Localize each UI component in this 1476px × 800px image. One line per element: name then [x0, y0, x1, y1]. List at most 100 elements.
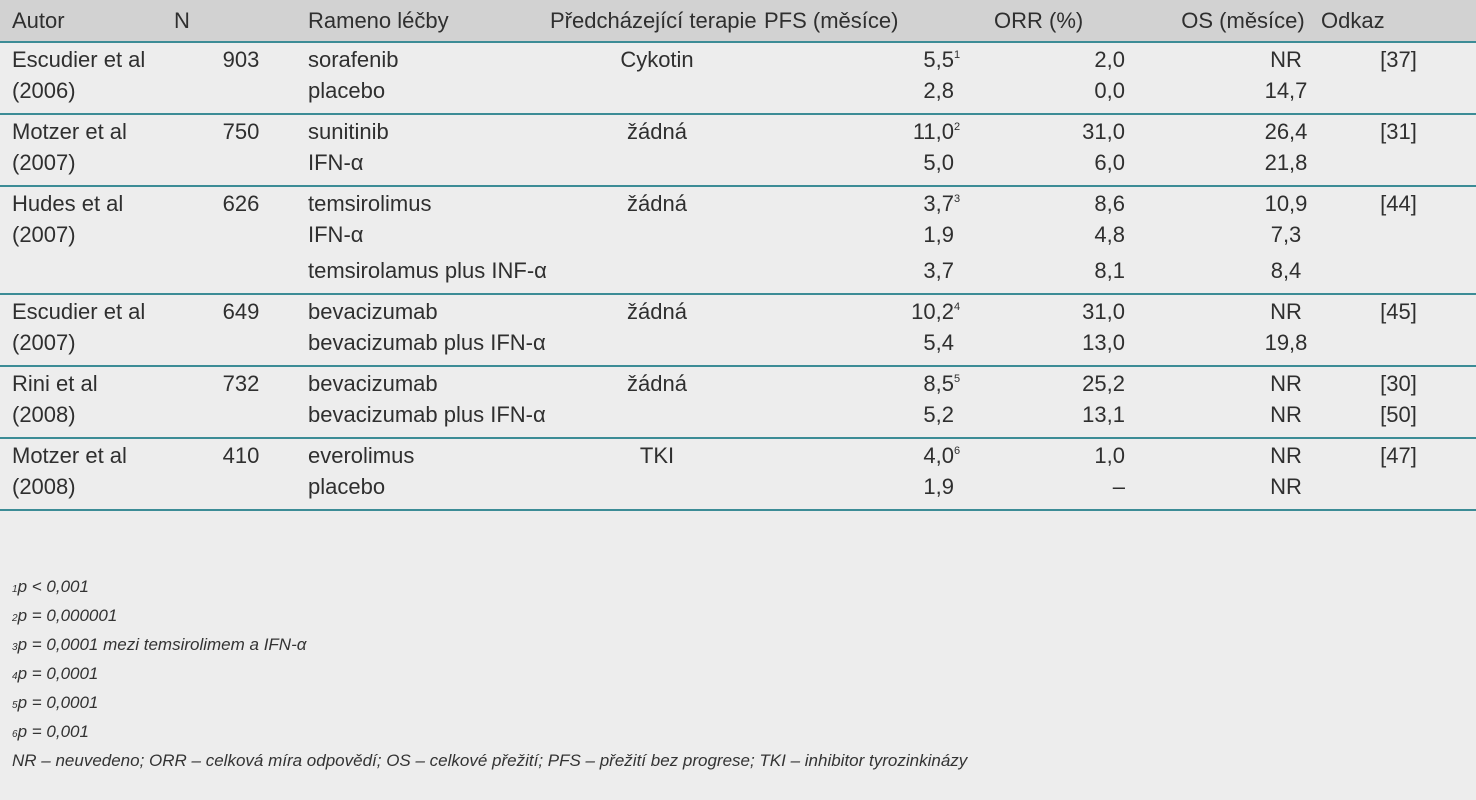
os-cell: NR: [1165, 438, 1321, 474]
n-cell: [174, 402, 308, 438]
n-cell: [174, 78, 308, 114]
footnote-mark: 6: [12, 729, 18, 740]
prior-therapy-cell: [550, 222, 764, 258]
os-cell: NR: [1165, 366, 1321, 402]
author-cell: Motzer et al: [12, 119, 127, 144]
prior-therapy-cell: TKI: [639, 443, 675, 468]
author-cell: Rini et al: [12, 371, 98, 396]
footnote-text: p = 0,0001: [17, 693, 99, 712]
pfs-cell: 5,0: [764, 150, 994, 186]
orr-cell: 6,0: [1094, 150, 1125, 175]
author-cell: Motzer et al: [12, 443, 127, 468]
ref-cell: [31]: [1380, 119, 1417, 144]
footnote: 5p = 0,0001: [12, 688, 967, 717]
author-cell: (2007): [12, 150, 76, 175]
pfs-value: 5,0: [923, 150, 954, 175]
n-cell: 649: [222, 299, 260, 324]
pfs-cell: 5,4: [764, 330, 994, 366]
n-cell: 903: [222, 47, 260, 72]
os-value: 8,4: [1270, 258, 1302, 283]
prior-therapy-cell: [550, 78, 764, 114]
orr-cell: 8,6: [1094, 191, 1125, 216]
os-value: NR: [1270, 443, 1302, 468]
table-row: (2007) bevacizumab plus IFN-α 5,4 13,0 19,8: [0, 330, 1476, 366]
prior-therapy-cell: [550, 258, 764, 294]
orr-cell: 1,0: [1094, 443, 1125, 468]
os-value: 7,3: [1270, 222, 1302, 247]
pfs-value: 8,5: [923, 371, 954, 396]
table-row: Motzer et al 750 sunitinib žádná 11,02 31,0 26…: [0, 114, 1476, 150]
header-orr: ORR (%): [994, 0, 1165, 43]
table-row: (2007) IFN-α 5,0 6,0 21,8: [0, 150, 1476, 186]
pfs-cell: 5,2: [764, 402, 994, 438]
orr-cell: 31,0: [1082, 299, 1125, 324]
author-cell: Hudes et al: [12, 191, 124, 216]
header-ref: Odkaz: [1321, 0, 1476, 43]
n-cell: 732: [222, 371, 260, 396]
arm-cell: IFN-α: [308, 150, 364, 175]
footnote: 1p < 0,001: [12, 572, 967, 601]
os-value: NR: [1270, 402, 1302, 427]
prior-therapy-cell: [550, 402, 764, 438]
n-cell: [174, 150, 308, 186]
pfs-cell: 5,51: [764, 42, 994, 78]
ref-cell: [47]: [1380, 443, 1417, 468]
ref-cell: [1321, 78, 1476, 114]
os-cell: 10,9: [1165, 186, 1321, 222]
trial-group: Hudes et al 626 temsirolimus žádná 3,73 8,6 10…: [0, 186, 1476, 294]
arm-cell: placebo: [308, 78, 386, 103]
pfs-value: 5,4: [923, 330, 954, 355]
orr-cell: 25,2: [1082, 371, 1125, 396]
footnote-text: p = 0,0001 mezi temsirolimem a IFN-α: [17, 635, 307, 654]
trial-group: Escudier et al 649 bevacizumab žádná 10,24 31…: [0, 294, 1476, 366]
os-value: 19,8: [1264, 330, 1308, 355]
pfs-value: 3,7: [923, 191, 954, 216]
n-cell: 626: [222, 191, 260, 216]
arm-cell: sorafenib: [308, 47, 399, 72]
footnote-mark: 1: [12, 584, 18, 595]
orr-cell: 13,0: [1082, 330, 1125, 355]
footnote: 2p = 0,000001: [12, 601, 967, 630]
footnote-text: p = 0,000001: [17, 606, 118, 625]
prior-therapy-cell: žádná: [627, 191, 687, 216]
ref-cell: [37]: [1380, 47, 1417, 72]
ref-cell: [30]: [1380, 371, 1417, 396]
ref-cell: [50]: [1380, 402, 1417, 427]
pfs-cell: 1,9: [764, 222, 994, 258]
os-cell: 7,3: [1165, 222, 1321, 258]
footnote-marker: 6: [954, 445, 961, 457]
footnote-list: 1p < 0,001 2p = 0,000001 3p = 0,0001 mezi …: [12, 572, 967, 746]
orr-cell: –: [1112, 474, 1125, 499]
os-value: NR: [1270, 371, 1302, 396]
os-cell: NR: [1165, 294, 1321, 330]
header-row: Autor N Rameno léčby Předcházející terap…: [0, 0, 1476, 43]
os-cell: NR: [1165, 402, 1321, 438]
prior-therapy-cell: žádná: [627, 299, 687, 324]
header-pfs: PFS (měsíce): [764, 0, 994, 43]
os-cell: NR: [1165, 42, 1321, 78]
pfs-cell: 8,55: [764, 366, 994, 402]
pfs-cell: 11,02: [764, 114, 994, 150]
footnote-marker: 1: [954, 49, 961, 61]
footnote-mark: 4: [12, 671, 18, 682]
header-arm: Rameno léčby: [308, 0, 550, 43]
arm-cell: temsirolimus: [308, 191, 432, 216]
orr-cell: 4,8: [1094, 222, 1125, 247]
arm-cell: bevacizumab: [308, 299, 438, 324]
ref-cell: [44]: [1380, 191, 1417, 216]
abbreviations: NR – neuvedeno; ORR – celková míra odpov…: [12, 751, 968, 770]
footnote-text: p < 0,001: [17, 577, 89, 596]
prior-therapy-cell: [550, 150, 764, 186]
os-cell: 14,7: [1165, 78, 1321, 114]
table-row: Motzer et al 410 everolimus TKI 4,06 1,0 NR [47…: [0, 438, 1476, 474]
trial-group: Rini et al 732 bevacizumab žádná 8,55 25,2 NR […: [0, 366, 1476, 438]
n-cell: 750: [222, 119, 260, 144]
table-header: Autor N Rameno léčby Předcházející terap…: [0, 0, 1476, 43]
arm-cell: placebo: [308, 474, 386, 499]
prior-therapy-cell: [550, 330, 764, 366]
os-value: NR: [1270, 299, 1302, 324]
arm-cell: bevacizumab plus IFN-α: [308, 330, 546, 355]
header-n: N: [174, 0, 308, 43]
n-cell: 410: [222, 443, 260, 468]
